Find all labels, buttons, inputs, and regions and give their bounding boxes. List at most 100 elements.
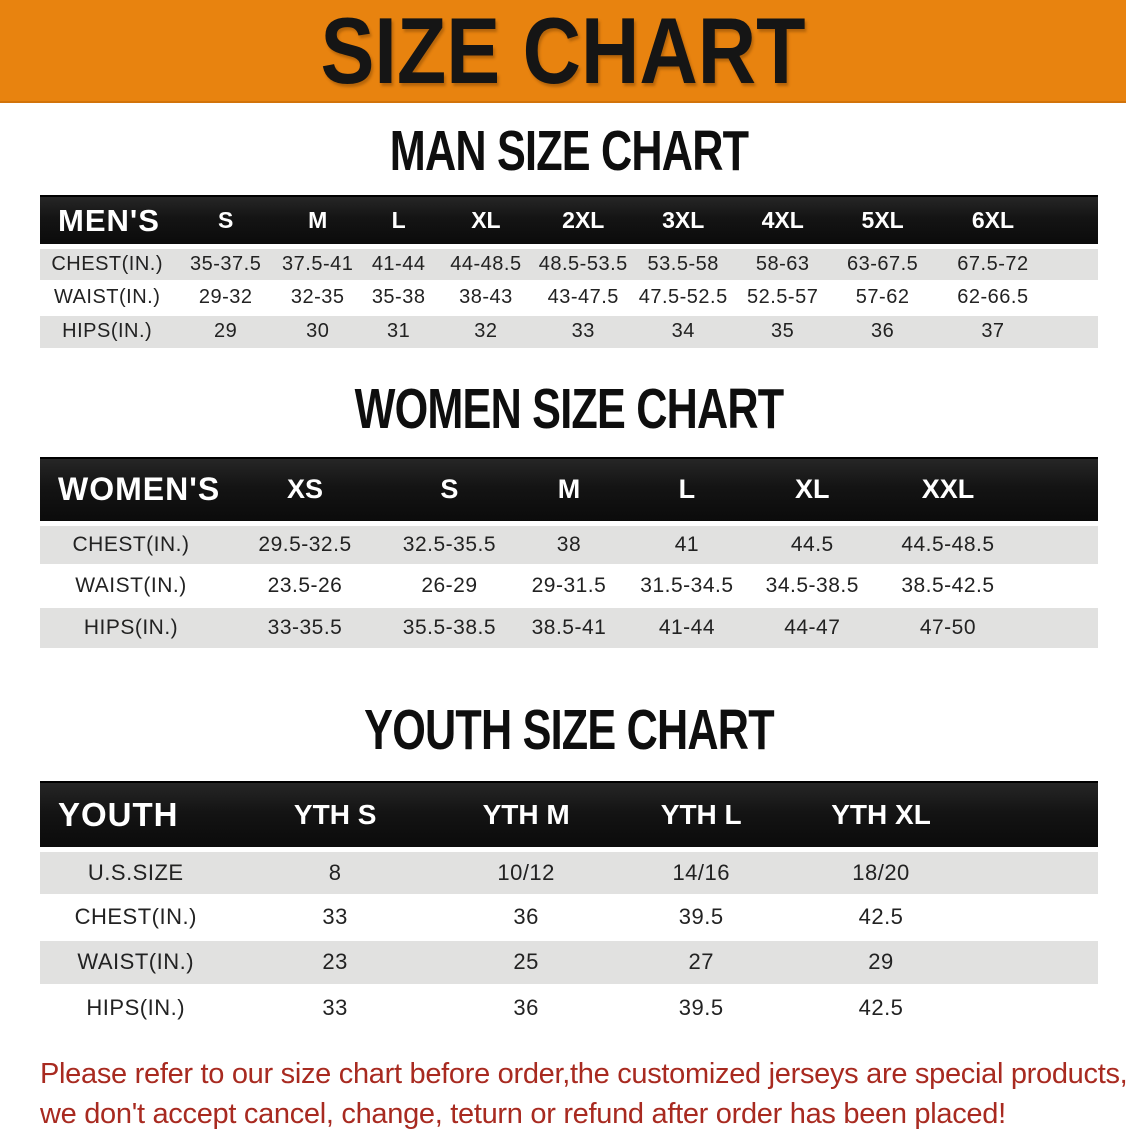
size-column-header: XS [221,456,389,526]
size-value-cell: 44.5-48.5 [877,522,1098,566]
size-value-cell: 14/16 [613,848,790,896]
size-value-cell: 32 [438,313,533,350]
size-value-cell: 29-32 [174,280,277,315]
size-value-cell: 18/20 [789,848,1098,896]
size-column-header: 4XL [732,195,833,249]
table-group-label: MEN'S [40,195,175,249]
size-value-cell: 52.5-57 [732,280,833,315]
measurement-row-label: HIPS(IN.) [40,984,232,1030]
size-value-cell: 10/12 [438,848,614,896]
size-value-cell: 8 [231,848,439,896]
measurement-row-label: CHEST(IN.) [40,894,232,940]
size-value-cell: 67.5-72 [932,245,1098,282]
youth-section-heading: YOUTH SIZE CHART [364,698,774,762]
size-value-cell: 35.5-38.5 [388,606,511,650]
size-value-cell: 29.5-32.5 [221,522,389,566]
size-value-cell: 37 [932,313,1098,350]
size-value-cell: 58-63 [732,245,833,282]
notice-line-1: Please refer to our size chart before or… [40,1057,1128,1090]
size-column-header: YTH L [613,781,790,852]
size-value-cell: 41-44 [627,606,747,650]
measurement-row: HIPS(IN.) 33-35.5 35.5-38.5 38.5-41 41-44 44-… [40,606,1098,650]
size-value-cell: 38-43 [438,280,533,315]
size-column-header: 5XL [832,195,933,249]
size-value-cell: 35 [732,313,833,350]
size-value-cell: 30 [276,313,359,350]
size-column-header: S [388,456,511,526]
size-value-cell: 33-35.5 [221,606,389,650]
size-column-header: L [627,456,747,526]
size-column-header: 6XL [932,195,1098,249]
women-section: WOMEN SIZE CHART WOMEN'S XS S M L XL XXL CHEST… [0,377,1138,650]
size-value-cell: 33 [231,894,439,940]
size-value-cell: 44-48.5 [438,245,533,282]
size-value-cell: 23 [231,938,439,986]
measurement-row: HIPS(IN.) 29 30 31 32 33 34 35 36 37 [40,313,1098,350]
size-value-cell: 36 [832,313,933,350]
measurement-row: WAIST(IN.) 23 25 27 29 [40,938,1098,986]
size-value-cell: 34 [633,313,733,350]
size-column-header: 2XL [533,195,634,249]
size-value-cell: 41 [627,522,747,566]
measurement-row: CHEST(IN.) 35-37.5 37.5-41 41-44 44-48.5 48.5… [40,245,1098,282]
measurement-row: WAIST(IN.) 29-32 32-35 35-38 38-43 43-47.5 47.… [40,280,1098,315]
size-column-header: 3XL [633,195,733,249]
size-column-header: XXL [877,456,1098,526]
men-header-row: MEN'S S M L XL 2XL 3XL 4XL 5XL 6XL [40,195,1098,249]
size-value-cell: 42.5 [789,984,1098,1030]
banner: SIZE CHART [0,0,1126,103]
size-value-cell: 23.5-26 [221,565,389,607]
measurement-row-label: CHEST(IN.) [40,245,175,282]
banner-title: SIZE CHART [320,0,806,103]
size-value-cell: 62-66.5 [932,280,1098,315]
size-value-cell: 39.5 [613,894,790,940]
size-value-cell: 26-29 [388,565,511,607]
size-value-cell: 33 [231,984,439,1030]
size-value-cell: 53.5-58 [633,245,733,282]
women-section-heading: WOMEN SIZE CHART [354,377,785,440]
measurement-row-label: HIPS(IN.) [40,606,222,650]
men-section-heading: MAN SIZE CHART [389,119,749,183]
size-column-header: YTH M [438,781,614,852]
men-size-table: MEN'S S M L XL 2XL 3XL 4XL 5XL 6XL CHEST(IN.) 35-3… [40,195,1098,350]
measurement-row: HIPS(IN.) 33 36 39.5 42.5 [40,984,1098,1030]
size-value-cell: 25 [438,938,614,986]
measurement-row-label: WAIST(IN.) [40,280,175,315]
size-value-cell: 27 [613,938,790,986]
size-value-cell: 37.5-41 [276,245,359,282]
size-value-cell: 38 [510,522,628,566]
youth-header-row: YOUTH YTH S YTH M YTH L YTH XL [40,781,1098,852]
size-column-header: XL [438,195,533,249]
size-value-cell: 47.5-52.5 [633,280,733,315]
size-column-header: S [174,195,277,249]
size-column-header: M [510,456,628,526]
measurement-row: U.S.SIZE 8 10/12 14/16 18/20 [40,848,1098,896]
size-value-cell: 29 [789,938,1098,986]
measurement-row-label: U.S.SIZE [40,848,232,896]
size-value-cell: 41-44 [358,245,439,282]
youth-section: YOUTH SIZE CHART YOUTH YTH S YTH M YTH L YTH… [0,698,1138,1030]
size-value-cell: 44.5 [746,522,878,566]
size-value-cell: 31.5-34.5 [627,565,747,607]
size-value-cell: 38.5-41 [510,606,628,650]
size-value-cell: 32-35 [276,280,359,315]
size-value-cell: 29 [174,313,277,350]
size-value-cell: 43-47.5 [533,280,634,315]
size-value-cell: 47-50 [877,606,1098,650]
size-column-header: L [358,195,439,249]
measurement-row-label: HIPS(IN.) [40,313,175,350]
measurement-row-label: WAIST(IN.) [40,565,222,607]
size-value-cell: 29-31.5 [510,565,628,607]
size-value-cell: 32.5-35.5 [388,522,511,566]
size-value-cell: 34.5-38.5 [746,565,878,607]
notice-line-2: we don't accept cancel, change, teturn o… [40,1097,1006,1130]
measurement-row-label: CHEST(IN.) [40,522,222,566]
size-value-cell: 36 [438,894,614,940]
table-group-label: YOUTH [40,781,232,852]
size-column-header: YTH S [231,781,439,852]
table-group-label: WOMEN'S [40,456,222,526]
size-column-header: XL [746,456,878,526]
order-notice: Please refer to our size chart before or… [40,1054,1138,1134]
women-size-table: WOMEN'S XS S M L XL XXL CHEST(IN.) 29.5-32.5 32.… [40,456,1098,650]
